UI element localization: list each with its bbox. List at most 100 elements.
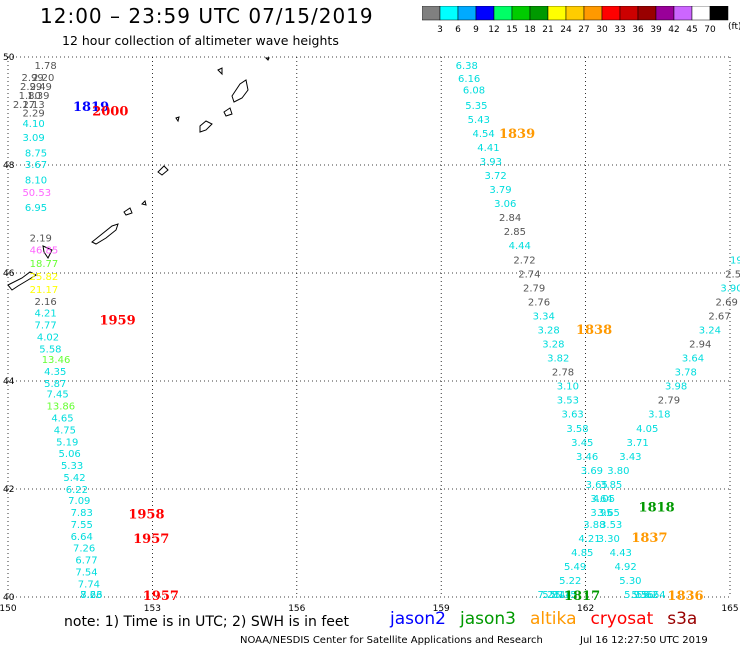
wave-height-value: 2.16	[34, 297, 56, 308]
lon-tick: 165	[721, 604, 738, 614]
scale-label: 39	[650, 25, 662, 35]
wave-height-value: 8.75	[25, 148, 47, 159]
wave-height-value: 5.15	[554, 590, 576, 601]
wave-height-value: 3.18	[648, 410, 670, 421]
scale-unit: (ft)	[728, 22, 740, 32]
wave-height-value: 4.44	[509, 241, 531, 252]
legend-cryosat: cryosat	[590, 609, 654, 629]
wave-height-value: 3.43	[619, 452, 641, 463]
wave-height-value: 3.30	[598, 534, 620, 545]
wave-height-value: 3.90	[720, 283, 740, 294]
pass-time-label: 1959	[99, 313, 135, 328]
wave-height-value: 7.77	[34, 321, 56, 332]
wave-height-value: 5.33	[61, 461, 83, 472]
wave-height-value: 2.20	[32, 73, 54, 84]
wave-height-value: 2.79	[523, 283, 545, 294]
pass-time-label: 1818	[639, 501, 675, 516]
wave-height-value: 19	[730, 255, 740, 266]
wave-height-value: 4.65	[51, 414, 73, 425]
wave-height-value: 4.21	[578, 534, 600, 545]
wave-height-value: 4.05	[593, 494, 615, 505]
wave-height-value: 4.92	[614, 562, 636, 573]
scale-label: 70	[704, 25, 716, 35]
footer-timestamp: Jul 16 12:27:50 UTC 2019	[580, 635, 708, 646]
wave-height-value: 4.21	[34, 309, 56, 320]
wave-height-value: 3.45	[571, 438, 593, 449]
wave-height-value: 3.71	[627, 438, 649, 449]
wave-height-value: 4.75	[54, 425, 76, 436]
island	[223, 107, 233, 117]
wave-height-value: 3.28	[537, 325, 559, 336]
scale-label: 30	[596, 25, 608, 35]
wave-height-value: 3.65	[586, 480, 608, 491]
island	[91, 223, 119, 245]
wave-height-value: 6.16	[458, 74, 480, 85]
wave-height-value: 2.78	[552, 368, 574, 379]
scale-label: 27	[578, 25, 589, 35]
wave-height-value: 3.34	[533, 311, 555, 322]
scale-swatch	[709, 6, 729, 21]
wave-height-value: 18.77	[30, 259, 59, 270]
wave-height-value: 2.84	[499, 213, 521, 224]
wave-height-value: 7.54	[75, 567, 97, 578]
wave-height-value: 5.42	[63, 473, 85, 484]
wave-height-value: 2.13	[22, 100, 44, 111]
wave-height-value: 2.85	[504, 227, 526, 238]
wave-height-value: 1.80	[19, 91, 41, 102]
island	[175, 116, 180, 123]
lon-tick: 150	[0, 604, 17, 614]
island	[141, 200, 147, 206]
wave-height-value: 6.95	[25, 203, 47, 214]
wave-height-value: 3.95	[590, 508, 612, 519]
wave-height-value: 3.28	[542, 340, 564, 351]
wave-height-value: 3.46	[576, 452, 598, 463]
wave-height-value: 5.19	[56, 437, 78, 448]
pass-time-label: 1839	[499, 127, 535, 142]
legend-s3a: s3a	[667, 609, 698, 629]
graticule	[7, 56, 731, 598]
wave-height-value: 3.64	[590, 494, 612, 505]
pass-time-label: 1817	[564, 589, 600, 604]
wave-height-value: 2.5	[725, 269, 740, 280]
wave-height-value: 5.06	[59, 449, 81, 460]
scale-label: 12	[488, 25, 499, 35]
pass-time-label: 1837	[631, 531, 667, 546]
wave-height-value: 4.02	[37, 333, 59, 344]
wave-height-value: 2.19	[30, 234, 52, 245]
lat-tick: 42	[3, 485, 14, 495]
wave-height-value: 3.93	[480, 157, 502, 168]
lat-tick: 46	[3, 269, 15, 279]
wave-height-value: 3.98	[665, 382, 687, 393]
lon-tick: 159	[433, 604, 450, 614]
wave-height-value: 7.09	[68, 496, 90, 507]
wave-height-value: 3.09	[22, 133, 44, 144]
wave-height-value: 7.55	[71, 520, 93, 531]
map-note: note: 1) Time is in UTC; 2) SWH is in fe…	[64, 614, 350, 630]
wave-height-value: 5.64	[643, 590, 665, 601]
wave-height-value: 6.77	[75, 556, 97, 567]
wave-height-value: 2.99	[20, 82, 42, 93]
lon-tick: 162	[577, 604, 594, 614]
scale-label: 24	[560, 25, 572, 35]
map-title: 12:00 – 23:59 UTC 07/15/2019	[40, 4, 374, 28]
wave-height-value: 3.63	[562, 410, 584, 421]
island	[231, 79, 249, 103]
wave-height-value: 2.99	[21, 73, 43, 84]
wave-height-value: 7.83	[71, 508, 93, 519]
wave-height-value: 3.10	[557, 382, 579, 393]
lat-tick: 48	[3, 161, 15, 171]
wave-height-value: 3.82	[547, 354, 569, 365]
lat-tick: 44	[3, 377, 15, 387]
wave-height-value: 3.24	[699, 325, 721, 336]
wave-height-tracks: 1.782.992.202.992.491.801.392.172.132.29…	[13, 61, 740, 601]
wave-height-value: 13.46	[42, 355, 71, 366]
island	[42, 245, 53, 259]
pass-time-label: 1836	[667, 589, 703, 604]
island	[7, 271, 38, 291]
wave-height-value: 5.43	[468, 115, 490, 126]
wave-height-value: 3.53	[600, 520, 622, 531]
axis-ticks: 150 153 156 159 162 165 50 48 46 44 42 40	[0, 53, 739, 614]
wave-height-value: 5.44	[550, 590, 572, 601]
wave-height-value: 2.29	[22, 108, 44, 119]
